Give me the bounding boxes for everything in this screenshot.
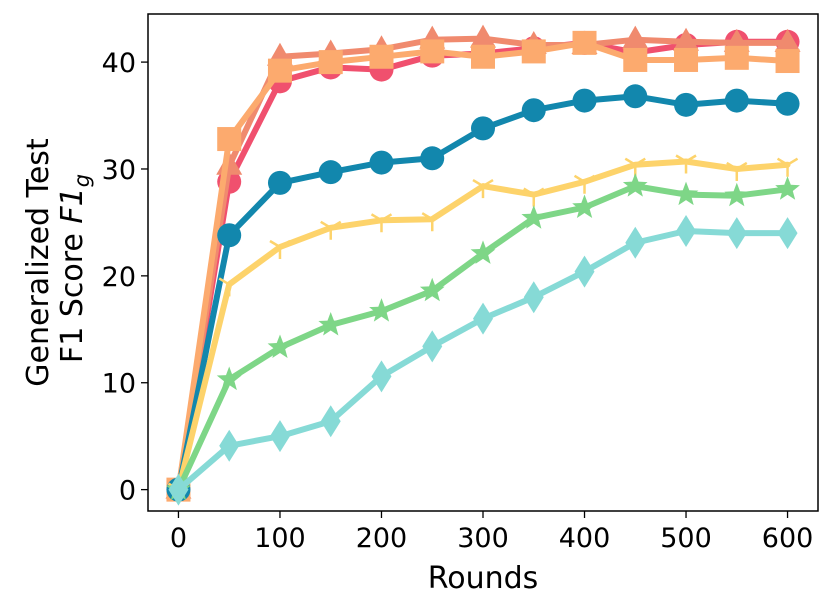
data-point (219, 429, 240, 462)
data-point (267, 170, 292, 195)
x-tick-label: 100 (254, 523, 306, 554)
data-point (572, 194, 597, 218)
x-axis-title: Rounds (428, 561, 539, 596)
x-tick-label: 0 (170, 523, 187, 554)
data-point (320, 220, 342, 240)
data-point (775, 176, 800, 200)
data-point (572, 30, 597, 55)
x-tick-label: 500 (660, 523, 712, 554)
y-axis-title-line2-math: F1 (55, 187, 90, 223)
series-line (175, 228, 791, 493)
ticks-layer: 0 100 200 300 400 500 600 0 10 20 30 40 (102, 48, 814, 554)
series-layer (165, 24, 801, 506)
x-tick-label: 600 (762, 523, 814, 554)
data-point (726, 161, 748, 181)
data-point (674, 92, 699, 117)
data-point (320, 405, 341, 438)
x-tick-label: 200 (356, 523, 408, 554)
data-point (371, 360, 392, 393)
data-point (269, 420, 290, 453)
series-6 (166, 173, 800, 501)
data-point (572, 88, 597, 113)
data-point (422, 330, 443, 363)
data-point (673, 181, 699, 206)
data-point (217, 223, 242, 248)
data-point (369, 150, 394, 175)
series-4 (166, 84, 800, 502)
y-tick-label: 40 (102, 48, 136, 79)
data-point (775, 49, 800, 74)
series-7 (168, 214, 798, 506)
data-point (269, 239, 291, 260)
data-point (421, 212, 443, 232)
data-point (267, 334, 293, 358)
y-axis-title-line1: Generalized Test (21, 138, 56, 387)
series-5 (167, 154, 799, 502)
data-point (218, 277, 240, 297)
data-point (472, 179, 494, 199)
data-point (675, 154, 697, 174)
y-tick-label: 0 (119, 476, 136, 507)
data-point (369, 44, 394, 69)
data-point (471, 116, 495, 141)
y-tick-label: 20 (102, 262, 136, 293)
data-point (674, 47, 699, 72)
data-point (419, 277, 445, 302)
data-point (168, 473, 189, 506)
data-point (724, 88, 749, 113)
data-point (623, 84, 648, 109)
data-point (420, 146, 445, 171)
data-point (625, 226, 646, 259)
data-point (318, 160, 343, 185)
data-point (724, 182, 750, 207)
data-point (470, 240, 496, 264)
data-point (775, 91, 800, 116)
data-point (318, 312, 344, 336)
data-point (318, 50, 343, 75)
x-tick-label: 400 (559, 523, 611, 554)
y-axis-title-line2-prefix: F1 Score (55, 224, 90, 363)
data-point (676, 214, 697, 247)
data-point (774, 28, 801, 52)
data-point (370, 213, 393, 233)
data-point (216, 366, 242, 391)
y-axis-title-line2: F1 Score F1g (55, 174, 94, 363)
x-tick-label: 300 (457, 523, 509, 554)
data-point (521, 39, 546, 64)
data-point (726, 217, 747, 250)
data-point (521, 205, 547, 229)
series-line (175, 93, 791, 493)
data-point (473, 302, 493, 335)
data-point (471, 44, 495, 69)
data-point (673, 27, 700, 51)
data-point (420, 39, 445, 64)
data-point (777, 217, 798, 250)
data-point (217, 127, 242, 152)
plot-frame (147, 13, 819, 512)
y-axis-title-line2-subscript: g (70, 174, 94, 187)
data-point (267, 58, 292, 83)
data-point (622, 25, 649, 49)
data-point (470, 24, 496, 48)
y-tick-label: 10 (102, 369, 136, 400)
data-point (724, 45, 749, 70)
data-point (623, 47, 648, 72)
data-point (369, 298, 394, 322)
data-point (574, 255, 595, 288)
y-tick-label: 30 (102, 155, 136, 186)
data-point (521, 98, 546, 123)
data-point (622, 173, 648, 197)
data-point (573, 174, 596, 194)
data-point (523, 187, 545, 207)
data-point (776, 157, 799, 177)
data-point (523, 281, 544, 314)
